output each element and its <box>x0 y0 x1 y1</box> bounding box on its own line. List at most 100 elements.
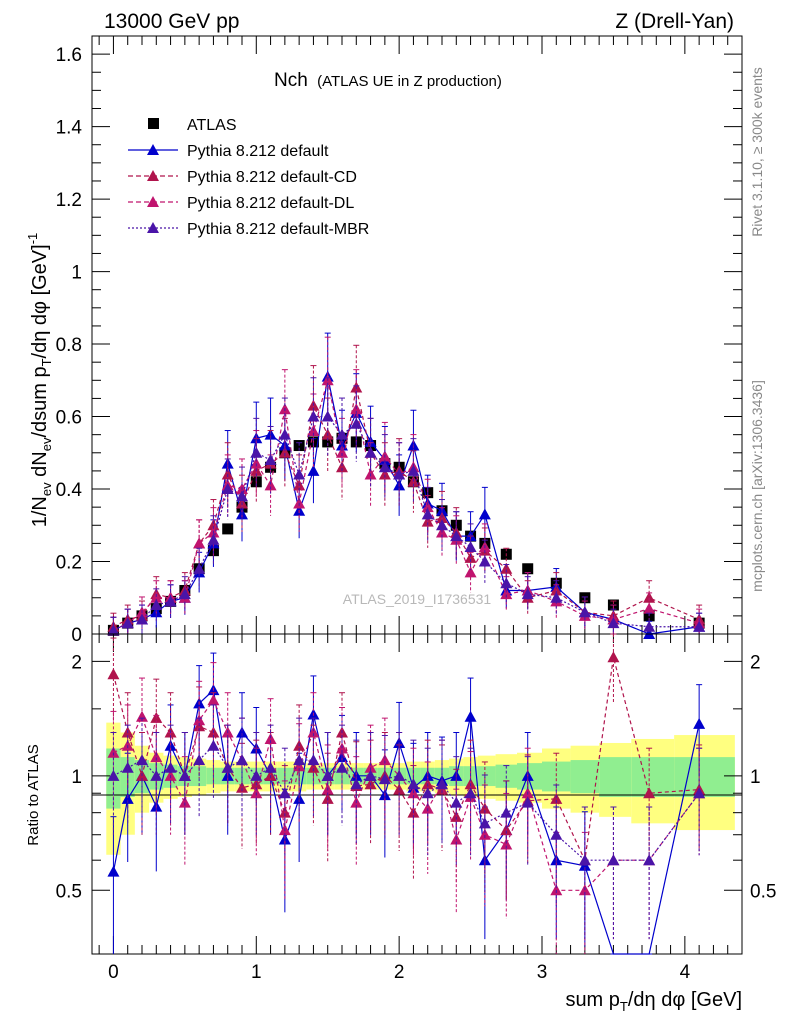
point-mbr <box>500 577 513 589</box>
ratio-point-mbr <box>393 769 406 781</box>
rivet-label: Rivet 3.1.10, ≥ 300k events <box>749 67 765 237</box>
ratio-point-mbr <box>278 787 291 799</box>
point-mbr <box>364 446 377 458</box>
ratio-band-inner <box>570 760 600 794</box>
ratio-band-inner <box>631 757 675 797</box>
point-mbr <box>178 588 191 600</box>
point-mbr <box>436 519 448 531</box>
point-mbr <box>578 606 591 618</box>
point-data <box>222 523 234 535</box>
y-tick-label: 1.6 <box>56 45 82 66</box>
point-mbr <box>393 468 406 480</box>
ratio-point-default <box>107 865 120 877</box>
ratio-y-tick-label: 0.5 <box>56 881 82 902</box>
ratio-point-mbr <box>207 739 220 751</box>
ratio-panel: 0.5 0.5 1 1 2 2 0 1 2 3 4 <box>56 633 776 983</box>
series-line-cd <box>113 387 700 628</box>
ratio-point-cd <box>307 761 320 773</box>
watermark: ATLAS_2019_I1736531 <box>343 591 492 607</box>
ratio-point-mbr <box>336 761 348 773</box>
point-cd <box>336 461 348 473</box>
ratio-y-label: Ratio to ATLAS <box>25 744 42 845</box>
ratio-point-mbr <box>378 773 391 785</box>
point-mbr <box>221 483 234 495</box>
legend: ATLAS Pythia 8.212 default Pythia 8.212 de… <box>128 117 369 238</box>
ratio-point-mbr <box>607 854 620 866</box>
ratio-point-cd <box>107 668 120 680</box>
point-mbr <box>321 410 334 422</box>
ratio-point-mbr <box>450 796 463 808</box>
ratio-point-mbr <box>407 778 420 790</box>
point-mbr <box>521 588 534 600</box>
ratio-y-tick-label-right: 2 <box>750 652 761 673</box>
mcplots-label: mcplots.cern.ch [arXiv:1306.3436] <box>749 380 765 592</box>
ratio-marks <box>107 633 706 955</box>
point-mbr <box>307 410 320 422</box>
y-tick-label: 0.2 <box>56 553 82 574</box>
point-mbr <box>336 428 348 440</box>
ratio-point-cd <box>236 781 248 793</box>
point-mbr <box>150 599 163 611</box>
ratio-point-dl <box>136 710 148 722</box>
point-dl <box>264 479 277 491</box>
point-default <box>364 435 377 447</box>
ratio-line-cd <box>112 657 700 863</box>
ratio-point-mbr <box>221 761 234 773</box>
ratio-point-mbr <box>578 854 591 866</box>
ratio-point-mbr <box>178 769 191 781</box>
ratio-point-mbr <box>264 761 277 773</box>
ratio-point-dl <box>307 726 320 738</box>
point-mbr <box>643 620 656 632</box>
legend-marker-dl <box>147 196 159 207</box>
chart-title: Nch (ATLAS UE in Z production) <box>274 70 502 91</box>
ratio-point-mbr <box>136 754 148 766</box>
point-dl <box>250 457 263 469</box>
point-dl <box>150 591 163 603</box>
ratio-series-mbr <box>107 704 706 940</box>
point-data <box>522 563 534 575</box>
ratio-point-cd <box>550 792 563 804</box>
main-panel: 0 0.2 0.4 0.6 0.8 1 1.2 1.4 1.6 ATLAS_2019_I1736… <box>56 35 743 646</box>
ratio-band-inner <box>477 766 496 787</box>
point-data <box>322 436 334 448</box>
ratio-point-mbr <box>693 787 706 799</box>
ratio-y-tick-label: 2 <box>71 652 82 673</box>
ratio-point-dl <box>421 802 434 814</box>
point-mbr <box>136 613 148 625</box>
x-axis-label: sum pT/dη dφ [GeV] <box>565 989 742 1014</box>
y-tick-label: 0.4 <box>56 480 83 501</box>
point-default <box>478 508 491 520</box>
ratio-point-mbr <box>107 769 120 781</box>
ratio-point-default <box>121 792 134 804</box>
y-tick-label: 0 <box>71 625 82 646</box>
legend-marker-data <box>148 118 159 129</box>
series-line-dl <box>113 380 700 631</box>
ratio-point-dl <box>364 761 377 773</box>
point-mbr <box>607 617 620 629</box>
ratio-point-mbr <box>150 769 163 781</box>
legend-marker-mbr <box>147 222 159 233</box>
ratio-line-mbr <box>113 744 700 861</box>
ratio-y-tick-label-right: 1 <box>750 767 761 788</box>
point-mbr <box>421 508 434 520</box>
ratio-y-tick-label: 1 <box>71 767 82 788</box>
ratio-y-tick-label-right: 0.5 <box>750 881 776 902</box>
ratio-point-dl <box>500 838 513 850</box>
ratio-point-mbr <box>421 787 434 799</box>
y-tick-label: 1 <box>71 263 82 284</box>
ratio-point-cd <box>643 787 656 799</box>
ratio-point-mbr <box>321 769 334 781</box>
x-tick-label: 2 <box>394 962 405 983</box>
ratio-point-cd <box>478 802 491 814</box>
series-mbr <box>107 377 706 636</box>
y-tick-label: 0.6 <box>56 408 82 429</box>
x-tick-label: 3 <box>537 962 548 983</box>
legend-marker-cd <box>147 170 159 181</box>
legend-label-mbr: Pythia 8.212 default-MBR <box>187 221 369 238</box>
ratio-point-mbr <box>478 817 491 829</box>
ratio-point-dl <box>264 732 277 744</box>
point-mbr <box>121 617 134 629</box>
ratio-point-mbr <box>307 754 320 766</box>
